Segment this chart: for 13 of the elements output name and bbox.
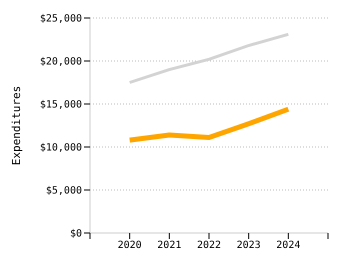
y-tick-label: $5,000 xyxy=(46,186,82,197)
y-tick-label: $15,000 xyxy=(40,100,82,111)
line-series xyxy=(128,32,290,84)
y-tick-label: $20,000 xyxy=(40,56,82,68)
x-tick-label: 2022 xyxy=(196,240,222,252)
x-tick-label: 2024 xyxy=(276,240,300,252)
x-tick-label: 2021 xyxy=(157,240,182,252)
x-tick-label: 2023 xyxy=(236,240,261,252)
x-tick-label: 2020 xyxy=(118,240,142,252)
y-tick-label: $10,000 xyxy=(40,142,82,154)
y-axis-title: Expenditures xyxy=(10,86,23,166)
y-tick-label: $0 xyxy=(70,228,82,240)
y-tick-label: $25,000 xyxy=(40,14,82,25)
